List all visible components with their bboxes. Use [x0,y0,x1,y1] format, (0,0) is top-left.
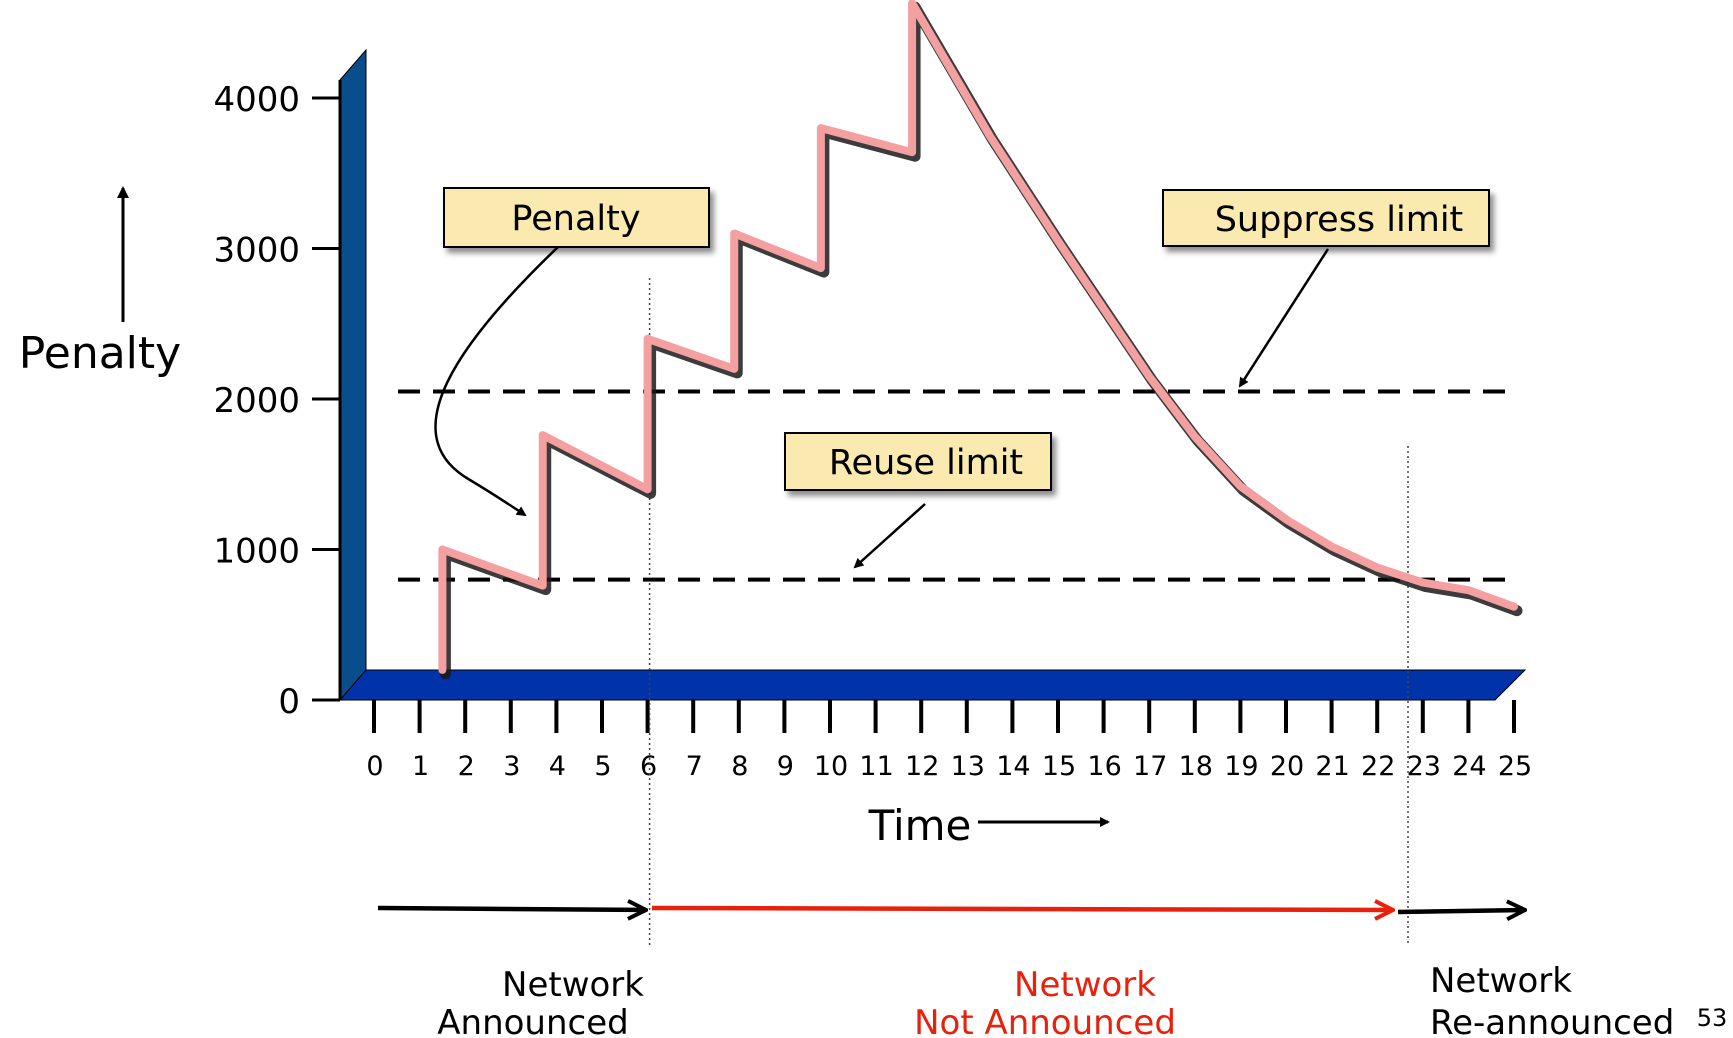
axes-3d [338,48,1527,702]
y-axis-ticks: 0 1000 2000 3000 4000 [213,80,340,722]
phase-arrow [377,908,646,910]
reuse-callout-pointer [853,503,926,569]
suppress-callout-box [1162,189,1490,247]
x-tick-label: 1 [412,751,429,782]
x-tick-label: 25 [1498,751,1532,782]
x-tick-label: 3 [503,751,520,782]
penalty-series-line [438,0,1518,674]
y-tick-label: 1000 [213,532,300,572]
y-tick-label: 2000 [213,381,300,421]
x-tick-label: 12 [905,751,939,782]
penalty-series-layer [438,0,1523,680]
x-tick-label: 14 [996,751,1030,782]
phase-arrow [1397,910,1525,912]
reuse-callout-text: Reuse limit [829,443,1023,483]
x-tick-label: 22 [1361,751,1395,782]
penalty-callout-pointer [434,246,559,517]
penalty-callout-box [443,187,710,248]
x-axis-title: Time [868,801,972,850]
x-tick-label: 21 [1315,751,1349,782]
phase-boundaries [648,278,1409,945]
x-tick-label: 8 [731,751,748,782]
phase-label-line1: Network [502,965,644,1005]
x-tick-label: 15 [1042,751,1076,782]
threshold-lines [398,389,1505,582]
x-tick-label: 18 [1179,751,1213,782]
x-tick-label: 16 [1087,751,1121,782]
y-axis-title: Penalty [19,328,181,379]
reuse-callout: Reuse limit [784,432,1052,569]
suppress-callout: Suppress limit [1162,189,1490,388]
phase-label-line1: Network [1014,965,1156,1005]
x-axis-title-group: Time [868,801,1110,850]
phase-label-line2: Announced [437,1003,628,1038]
x-axis-ticks: 0 1 2 3 4 5 6 7 8 9 10 11 12 13 14 15 16 17 18 19 20 21 22 23 24… [366,700,1532,782]
x-tick-label: 13 [951,751,985,782]
y-axis-title-group: Penalty [19,186,181,379]
reuse-callout-box [784,432,1052,491]
penalty-callout: Penalty [434,187,710,517]
y-tick-label: 0 [278,682,300,722]
phase-label-line1: Network [1430,961,1572,1001]
x-tick-label: 5 [594,751,611,782]
penalty-series-shadow [439,1,1523,680]
suppress-callout-pointer [1238,248,1330,388]
penalty-callout-text: Penalty [511,199,640,239]
x-tick-label: 9 [777,751,794,782]
x-tick-label: 11 [859,751,893,782]
suppress-callout-text: Suppress limit [1215,200,1464,240]
x-tick-label: 19 [1224,751,1258,782]
x-tick-label: 4 [549,751,566,782]
slide-number: 53 [1697,1004,1728,1032]
y-tick-label: 4000 [213,80,300,120]
x-tick-label: 7 [686,751,703,782]
phase-label-line2: Not Announced [914,1003,1176,1038]
phase-label-line2: Re-announced [1430,1003,1674,1038]
y-axis-wall [339,48,367,702]
x-tick-label: 2 [458,751,475,782]
x-tick-label: 23 [1407,751,1441,782]
x-tick-label: 24 [1452,751,1486,782]
x-axis-floor [338,669,1527,701]
y-tick-label: 3000 [213,231,300,271]
phase-arrow [651,908,1393,910]
x-tick-label: 10 [814,751,848,782]
x-tick-label: 17 [1133,751,1167,782]
x-tick-label: 0 [366,751,383,782]
x-tick-label: 6 [640,751,657,782]
x-tick-label: 20 [1270,751,1304,782]
